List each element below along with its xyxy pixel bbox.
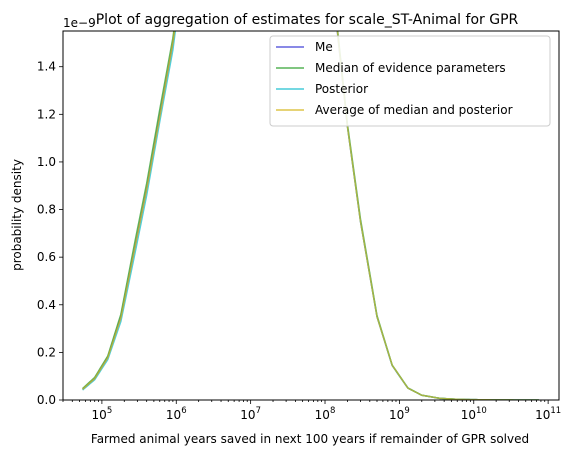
- x-tick-label: 109: [389, 406, 410, 422]
- y-tick-label: 1.4: [37, 60, 56, 74]
- x-tick-base: 10: [315, 408, 330, 422]
- legend: Me Median of evidence parameters Posterior…: [269, 35, 551, 127]
- series-layer: [82, 31, 539, 400]
- x-tick-label: 105: [92, 406, 113, 422]
- legend-label: Average of median and posterior: [315, 103, 513, 117]
- y-tick-label: 1.0: [37, 155, 56, 169]
- y-tick-label: 1.2: [37, 107, 56, 121]
- y-tick-label: 0.2: [37, 345, 56, 359]
- x-axis-label: Farmed animal years saved in next 100 ye…: [91, 432, 529, 446]
- y-offset-label: 1e−9: [63, 16, 96, 30]
- x-tick-exponent: 6: [181, 406, 186, 416]
- x-tick-base: 10: [461, 408, 476, 422]
- x-tick-exponent: 7: [256, 406, 261, 416]
- x-tick-base: 10: [535, 408, 550, 422]
- y-axis-label: probability density: [10, 159, 24, 271]
- x-tick-exponent: 11: [550, 406, 561, 416]
- legend-label: Posterior: [315, 82, 368, 96]
- x-tick-label: 1011: [535, 406, 561, 422]
- y-axis: 0.0 0.2 0.4 0.6 0.8 1.0 1.2 1.4: [37, 60, 63, 407]
- legend-items: Me Median of evidence parameters Posterior…: [276, 40, 513, 117]
- x-tick-exponent: 9: [404, 406, 409, 416]
- x-tick-exponent: 8: [330, 406, 335, 416]
- x-tick-exponent: 5: [107, 406, 112, 416]
- x-tick-label: 108: [315, 406, 336, 422]
- y-tick-label: 0.8: [37, 203, 56, 217]
- plot-frame: [62, 30, 560, 401]
- chart-title: Plot of aggregation of estimates for sca…: [96, 12, 519, 28]
- y-tick-label: 0.0: [37, 393, 56, 407]
- legend-label: Median of evidence parameters: [315, 61, 506, 75]
- x-axis: 105 106 107 108 109 1010 1011: [62, 400, 561, 422]
- x-tick-label: 1010: [461, 406, 487, 422]
- x-tick-base: 10: [389, 408, 404, 422]
- y-tick-label: 0.6: [37, 250, 56, 264]
- x-tick-base: 10: [92, 408, 107, 422]
- x-tick-exponent: 10: [476, 406, 487, 416]
- legend-box: [269, 35, 551, 127]
- x-tick-label: 106: [166, 406, 187, 422]
- legend-label: Me: [315, 40, 333, 54]
- series-line: [82, 31, 539, 400]
- x-tick-label: 107: [240, 406, 261, 422]
- y-tick-label: 0.4: [37, 298, 56, 312]
- x-tick-base: 10: [166, 408, 181, 422]
- x-tick-base: 10: [240, 408, 255, 422]
